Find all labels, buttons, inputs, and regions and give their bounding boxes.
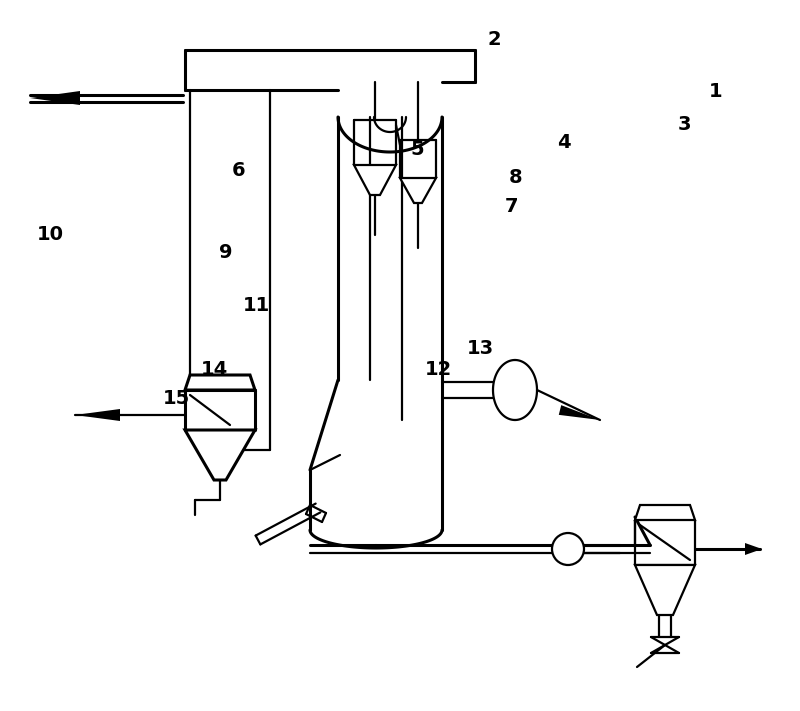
Text: 11: 11 — [242, 296, 270, 315]
Polygon shape — [745, 543, 762, 555]
Polygon shape — [635, 505, 695, 520]
Polygon shape — [400, 178, 436, 203]
Polygon shape — [354, 165, 396, 195]
Text: 3: 3 — [678, 115, 690, 134]
Text: 1: 1 — [709, 82, 723, 100]
Circle shape — [552, 533, 584, 565]
Polygon shape — [558, 405, 600, 420]
Text: 2: 2 — [487, 30, 502, 48]
Text: 14: 14 — [201, 360, 228, 379]
Polygon shape — [185, 375, 255, 390]
Text: 5: 5 — [410, 140, 425, 159]
Polygon shape — [185, 430, 255, 480]
Text: 4: 4 — [557, 133, 571, 151]
Text: 6: 6 — [231, 161, 246, 180]
Text: 10: 10 — [37, 225, 64, 244]
Text: 15: 15 — [162, 389, 190, 407]
Text: 13: 13 — [466, 339, 494, 358]
Polygon shape — [75, 409, 120, 421]
Text: 9: 9 — [219, 243, 232, 262]
Polygon shape — [635, 565, 695, 615]
Text: 7: 7 — [506, 197, 518, 215]
Text: 8: 8 — [509, 169, 523, 187]
Text: 12: 12 — [425, 360, 452, 379]
Polygon shape — [30, 91, 80, 105]
